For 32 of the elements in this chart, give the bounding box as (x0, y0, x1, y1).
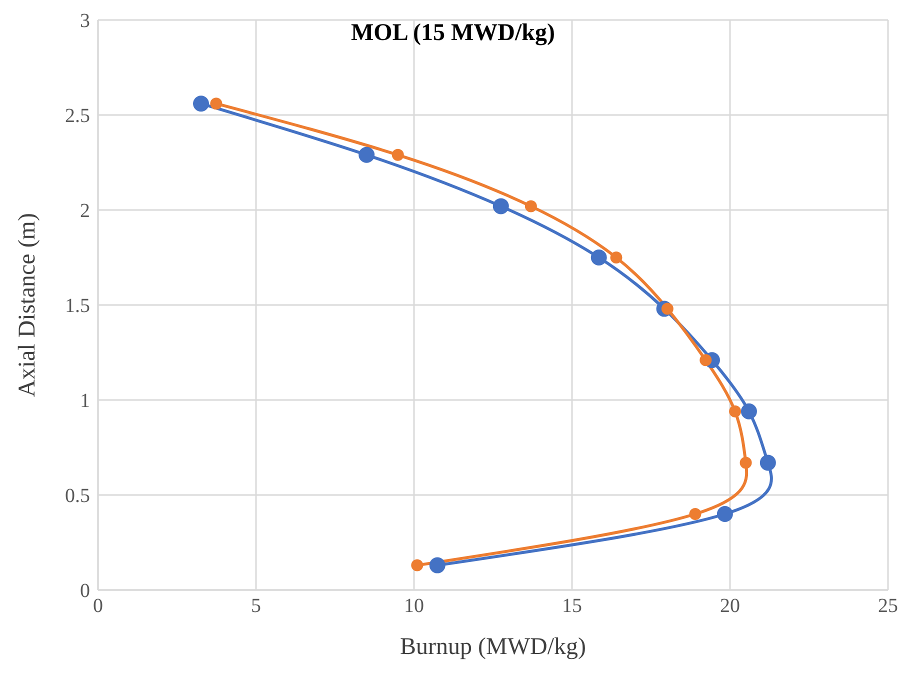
point (358, 146, 375, 163)
point (492, 198, 509, 214)
point (760, 454, 776, 471)
point (193, 96, 210, 112)
y-tick-label: 2.5 (65, 105, 90, 128)
point (740, 403, 757, 420)
point (590, 250, 607, 266)
chart-title: MOL (15 MWD/kg) (351, 20, 555, 46)
point (689, 508, 702, 520)
x-tick-label: 15 (562, 595, 582, 618)
y-axis-title: Axial Distance (m) (14, 213, 41, 397)
y-tick-label: 3 (80, 10, 90, 32)
y-tick-label: 2 (80, 200, 90, 222)
y-tick-label: 0.5 (65, 485, 90, 508)
y-tick-label: 1 (80, 390, 90, 412)
x-tick-label: 20 (720, 595, 740, 618)
point (411, 559, 424, 572)
x-tick-label: 25 (878, 595, 898, 618)
point (740, 456, 752, 469)
point (729, 405, 742, 418)
y-tick-label: 0 (80, 580, 90, 602)
x-tick-label: 5 (251, 595, 261, 618)
x-axis-title: Burnup (MWD/kg) (400, 634, 586, 660)
point (392, 148, 404, 161)
y-tick-label: 1.5 (65, 295, 90, 318)
point (700, 354, 712, 366)
point (610, 252, 622, 264)
point (210, 98, 222, 110)
point (716, 506, 733, 522)
point (524, 200, 537, 212)
x-tick-label: 10 (404, 595, 424, 618)
point (429, 557, 446, 574)
